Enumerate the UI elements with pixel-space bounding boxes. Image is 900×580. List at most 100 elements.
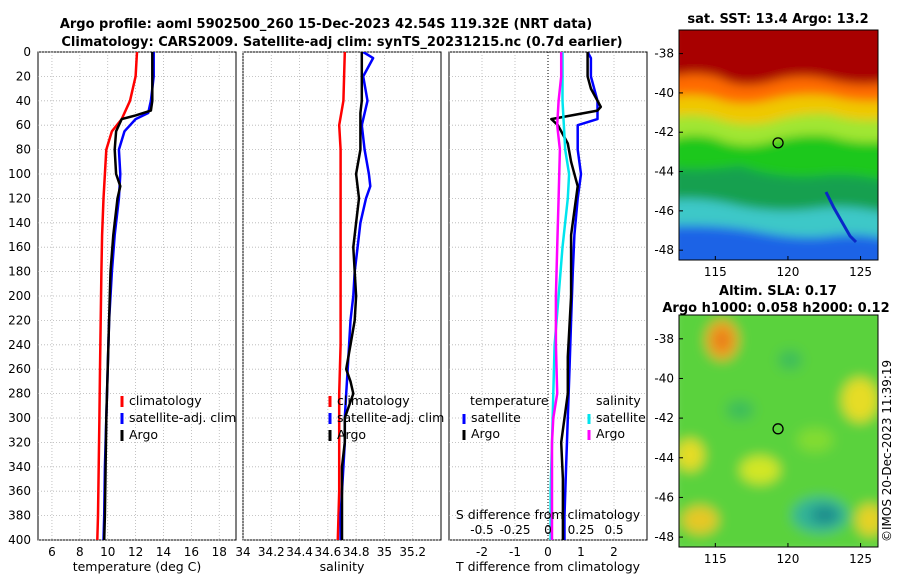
x-tick-label: 34.2 xyxy=(258,545,285,559)
series-line-salinity-argo xyxy=(550,52,563,540)
series-line-climatology xyxy=(336,52,347,540)
map-y-tick-label: -40 xyxy=(654,371,674,385)
legend-entry: Argo xyxy=(471,426,500,441)
imos-timestamp: ©IMOS 20-Dec-2023 11:39:19 xyxy=(880,360,894,542)
y-tick-label: 240 xyxy=(8,338,31,352)
legend-entry: climatology xyxy=(129,393,202,408)
sla-blob xyxy=(682,506,718,534)
x-tick-label: 35 xyxy=(377,545,392,559)
y-tick-label: 300 xyxy=(8,411,31,425)
map-x-tick-label: 125 xyxy=(849,265,872,279)
figure-title-line1: Argo profile: aoml 5902500_260 15-Dec-20… xyxy=(60,17,592,32)
legend-entry: satellite xyxy=(596,410,646,425)
argo-position-marker xyxy=(772,137,784,149)
legend-entry: satellite-adj. clim xyxy=(129,410,236,425)
y-tick-label: 200 xyxy=(8,289,31,303)
x-tick-label: 34.4 xyxy=(286,545,313,559)
map-x-tick-label: 125 xyxy=(849,552,872,566)
y-tick-label: 120 xyxy=(8,191,31,205)
secondary-x-tick-label: 0.25 xyxy=(568,523,595,537)
sst-yellow-band xyxy=(679,94,878,125)
map-y-tick-label: -42 xyxy=(654,125,674,139)
y-tick-label: 40 xyxy=(16,94,31,108)
x-tick-label: 6 xyxy=(48,545,56,559)
sst-warm-band xyxy=(679,30,878,86)
sla-blob xyxy=(842,378,878,422)
x-tick-label: 0 xyxy=(544,545,552,559)
legend-entry: Argo xyxy=(596,426,625,441)
x-tick-label: 2 xyxy=(610,545,618,559)
secondary-x-tick-label: -0.5 xyxy=(470,523,493,537)
sla-blob xyxy=(714,330,730,350)
sla-blob xyxy=(740,456,780,484)
x-tick-label: 34.8 xyxy=(343,545,370,559)
secondary-x-tick-label: 0.5 xyxy=(604,523,623,537)
sst-map-title: sat. SST: 13.4 Argo: 13.2 xyxy=(687,12,868,27)
sla-blob xyxy=(726,400,754,420)
y-tick-label: 0 xyxy=(23,45,31,59)
x-tick-label: 12 xyxy=(128,545,143,559)
y-tick-label: 180 xyxy=(8,265,31,279)
sla-blob xyxy=(679,439,704,471)
y-tick-label: 220 xyxy=(8,313,31,327)
series-line-temperature-satellite xyxy=(563,52,599,540)
sla-blob xyxy=(856,504,878,536)
x-tick-label: -1 xyxy=(509,545,521,559)
x-axis-label: salinity xyxy=(320,559,365,574)
y-tick-label: 260 xyxy=(8,362,31,376)
sst-blue-band xyxy=(679,225,878,260)
y-tick-label: 340 xyxy=(8,460,31,474)
series-group xyxy=(96,52,155,540)
legend-entry: Argo xyxy=(337,427,366,442)
legend-entry: Argo xyxy=(129,427,158,442)
y-tick-label: 140 xyxy=(8,216,31,230)
series-line-climatology xyxy=(96,52,139,540)
figure-title-line2: Climatology: CARS2009. Satellite-adj cli… xyxy=(61,35,622,50)
x-axis-label: temperature (deg C) xyxy=(73,559,202,574)
y-tick-label: 100 xyxy=(8,167,31,181)
argo-position-marker xyxy=(772,423,784,435)
series-line-argo xyxy=(340,52,364,540)
y-tick-label: 80 xyxy=(16,143,31,157)
secondary-x-tick-label: -0.25 xyxy=(499,523,530,537)
series-group xyxy=(549,52,603,540)
y-tick-label: 280 xyxy=(8,387,31,401)
map-frame xyxy=(678,314,879,548)
map-frame xyxy=(678,29,879,261)
map-y-tick-label: -48 xyxy=(654,530,674,544)
legend-entry: satellite xyxy=(471,410,521,425)
legend-entry: satellite-adj. clim xyxy=(337,410,444,425)
x-tick-label: -2 xyxy=(476,545,488,559)
legend-title-temperature: temperature xyxy=(470,393,549,408)
y-tick-label: 160 xyxy=(8,240,31,254)
sla-blob xyxy=(811,506,839,524)
map-y-tick-label: -40 xyxy=(654,86,674,100)
legend-title-salinity: salinity xyxy=(596,393,641,408)
x-tick-label: 18 xyxy=(212,545,227,559)
map-y-tick-label: -38 xyxy=(654,332,674,346)
sst-blue-streak xyxy=(824,191,858,244)
x-tick-label: 1 xyxy=(577,545,585,559)
sla-map xyxy=(679,315,878,547)
sla-map-subtitle: Argo h1000: 0.058 h2000: 0.12 xyxy=(662,301,889,316)
map-y-tick-label: -48 xyxy=(654,243,674,257)
y-tick-label: 400 xyxy=(8,533,31,547)
map-x-tick-label: 120 xyxy=(776,265,799,279)
sla-blob xyxy=(797,428,833,452)
map-y-tick-label: -46 xyxy=(654,204,674,218)
map-y-tick-label: -42 xyxy=(654,411,674,425)
y-tick-label: 360 xyxy=(8,484,31,498)
legend-entry: climatology xyxy=(337,393,410,408)
map-x-tick-label: 115 xyxy=(704,265,727,279)
sst-lime-band xyxy=(679,113,878,146)
x-tick-label: 16 xyxy=(184,545,199,559)
x-tick-label: 8 xyxy=(76,545,84,559)
secondary-x-tick-label: 0 xyxy=(544,523,552,537)
series-line-temperature-argo xyxy=(550,52,603,540)
y-tick-label: 60 xyxy=(16,118,31,132)
x-tick-label: 14 xyxy=(156,545,171,559)
y-tick-label: 380 xyxy=(8,509,31,523)
map-y-tick-label: -38 xyxy=(654,47,674,61)
sla-map-title: Altim. SLA: 0.17 xyxy=(719,284,837,299)
